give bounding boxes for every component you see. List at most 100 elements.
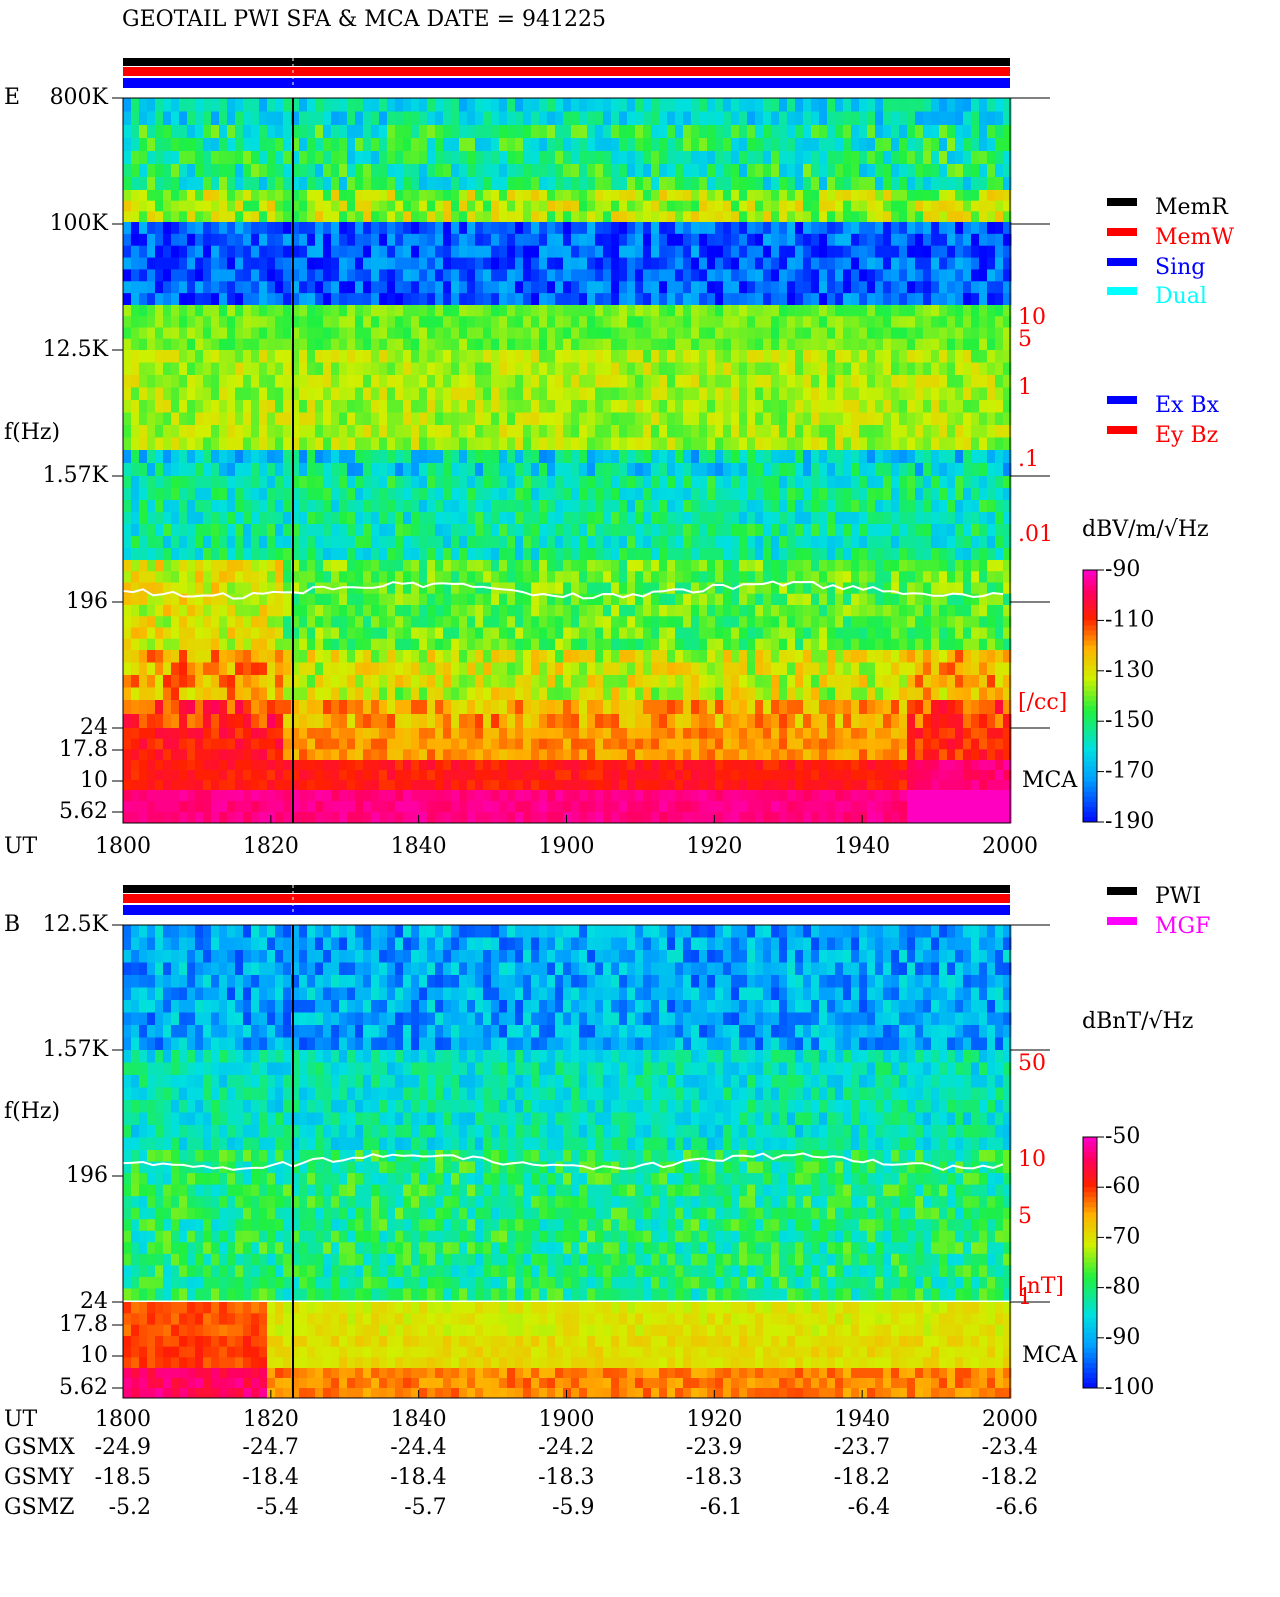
spectrum-cell [187,190,196,202]
spectrum-cell [803,616,812,628]
spectrum-cell [435,316,444,328]
spectrum-cell [451,327,460,340]
spectrum-cell [475,362,484,376]
spectrum-cell [979,412,988,426]
spectrum-cell [659,536,668,549]
spectrum-cell [723,616,732,628]
spectrum-cell [603,362,612,376]
spectrum-cell [923,177,932,191]
spectrum-cell [779,233,788,247]
spectrum-cell [659,98,668,112]
spectrum-cell [955,211,964,223]
spectrum-cell [771,211,780,223]
spectrum-cell [267,582,276,595]
spectrum-cell [315,190,324,202]
spectrum-cell [627,350,636,363]
spectrum-cell [651,257,660,270]
spectrum-cell [867,450,876,464]
spectrum-cell [987,512,996,525]
spectrum-cell [643,593,652,606]
spectrum-cell [899,164,908,178]
spectrum-cell [547,616,556,628]
spectrum-cell [963,571,972,583]
spectrum-cell [611,524,620,537]
spectrum-cell [499,200,508,212]
spectrum-cell [859,190,868,202]
spectrum-cell [539,316,548,328]
spectrum-cell [123,638,132,651]
spectrum-cell [939,151,948,165]
spectrum-cell [147,293,156,306]
spectrum-cell [179,512,188,525]
spectrum-cell [299,412,308,426]
spectrum-cell [587,400,596,413]
spectrum-cell [779,222,788,235]
spectrum-cell [499,327,508,340]
spectrum-cell [811,400,820,413]
spectrum-cell [219,400,228,413]
spectrum-cell [723,536,732,549]
spectrum-cell [451,437,460,451]
spectrum-cell [427,437,436,451]
spectrum-cell [747,450,756,464]
spectrum-cell [731,616,740,628]
spectrum-cell [883,111,892,126]
spectrum-cell [899,190,908,202]
spectrum-cell [739,425,748,438]
spectrum-cell [283,412,292,426]
spectrum-cell [659,400,668,413]
spectrum-cell [755,512,764,525]
spectrum-cell [123,400,132,413]
spectrum-cell [451,305,460,317]
spectrum-cell [227,316,236,328]
spectrum-cell [931,233,940,247]
spectrum-cell [579,400,588,413]
spectrum-cell [595,293,604,306]
spectrum-cell [251,125,260,139]
spectrum-cell [139,316,148,328]
spectrum-cell [707,616,716,628]
spectrum-cell [955,316,964,328]
spectrum-cell [875,125,884,139]
spectrum-cell [571,512,580,525]
spectrum-cell [203,548,212,561]
spectrum-cell [299,350,308,363]
spectrum-cell [907,281,916,294]
spectrum-cell [179,222,188,235]
spectrum-cell [867,327,876,340]
spectrum-cell [211,177,220,191]
spectrum-cell [435,582,444,595]
spectrum-cell [555,293,564,306]
spectrum-cell [331,138,340,152]
spectrum-cell [851,560,860,572]
spectrum-cell [635,281,644,294]
spectrum-cell [867,488,876,501]
spectrum-cell [691,524,700,537]
spectrum-cell [459,125,468,139]
spectrum-cell [947,269,956,282]
spectrum-cell [339,387,348,401]
spectrum-cell [531,293,540,306]
spectrum-cell [995,164,1004,178]
spectrum-cell [515,476,524,489]
spectrum-cell [563,375,572,388]
spectrum-cell [363,437,372,451]
spectrum-cell [699,293,708,306]
spectrum-cell [715,450,724,464]
spectrum-cell [483,500,492,513]
spectrum-cell [451,571,460,583]
spectrum-cell [299,536,308,549]
spectrum-cell [1003,512,1012,525]
spectrum-cell [411,222,420,235]
spectrum-cell [595,616,604,628]
spectrum-cell [931,281,940,294]
spectrum-cell [187,488,196,501]
spectrum-cell [651,412,660,426]
spectrum-cell [1003,524,1012,537]
spectrum-cell [187,387,196,401]
spectrum-cell [611,125,620,139]
spectrum-cell [579,582,588,595]
spectrum-cell [755,560,764,572]
spectrum-cell [859,524,868,537]
spectrum-cell [867,151,876,165]
